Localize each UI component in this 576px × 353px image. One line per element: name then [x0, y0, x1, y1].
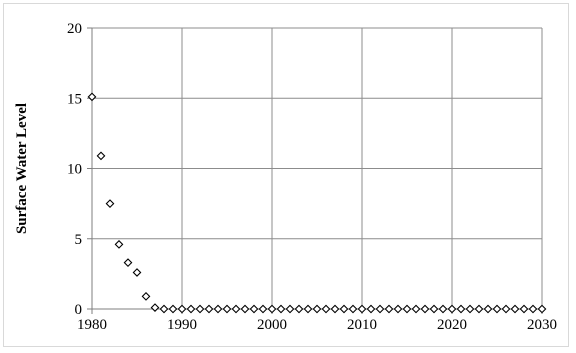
data-point — [330, 304, 340, 314]
data-point — [231, 304, 241, 314]
data-point — [411, 304, 421, 314]
data-point — [150, 303, 160, 312]
data-point — [204, 304, 214, 314]
data-point — [438, 304, 448, 314]
y-tick-label: 0 — [75, 302, 83, 318]
data-point — [420, 304, 430, 314]
grid — [92, 27, 543, 309]
data-point — [357, 304, 367, 314]
axes — [87, 27, 543, 314]
data-point — [213, 304, 223, 314]
data-point — [321, 304, 331, 314]
data-point — [105, 199, 115, 209]
x-tick-label: 1980 — [77, 317, 107, 333]
data-point — [195, 304, 205, 314]
data-point — [375, 304, 385, 314]
data-point — [285, 304, 295, 314]
data-point — [96, 151, 106, 161]
data-point — [402, 304, 412, 314]
data-point — [429, 304, 439, 314]
data-point — [474, 304, 484, 314]
data-point — [294, 304, 304, 314]
data-point — [312, 304, 322, 314]
data-point — [528, 304, 538, 314]
data-point — [339, 304, 349, 314]
data-point — [366, 304, 376, 314]
data-point — [465, 304, 475, 314]
data-point — [393, 304, 403, 314]
y-tick-label: 5 — [75, 232, 83, 248]
data-point — [348, 304, 358, 314]
data-point — [87, 92, 97, 102]
data-point — [501, 304, 511, 314]
x-tick-label: 2000 — [257, 317, 287, 333]
x-tick-label: 2020 — [437, 317, 467, 333]
data-points — [87, 92, 547, 314]
tick-labels: 0 5 10 15 20 1980 1990 2000 2010 2020 2030 — [67, 21, 557, 333]
data-point — [132, 268, 142, 277]
data-point — [537, 304, 547, 314]
chart-frame: 0 5 10 15 20 1980 1990 2000 2010 2020 2030 Surface… — [3, 3, 569, 347]
x-tick-label: 2030 — [527, 317, 557, 333]
data-point — [168, 304, 178, 314]
data-point — [492, 304, 502, 314]
data-point — [177, 304, 187, 314]
data-point — [222, 304, 232, 314]
data-point — [141, 291, 151, 301]
scatter-chart: 0 5 10 15 20 1980 1990 2000 2010 2020 2030 Surface… — [14, 21, 557, 333]
data-point — [249, 304, 259, 314]
data-point — [276, 304, 286, 314]
data-point — [114, 239, 124, 249]
x-tick-label: 2010 — [347, 317, 377, 333]
data-point — [258, 304, 268, 314]
data-point — [240, 304, 250, 314]
y-tick-label: 15 — [67, 91, 82, 107]
data-point — [456, 304, 466, 314]
data-point — [447, 304, 457, 314]
data-point — [186, 304, 196, 314]
data-point — [123, 258, 133, 268]
data-point — [303, 304, 313, 314]
data-point — [510, 304, 520, 314]
x-tick-label: 1990 — [167, 317, 197, 333]
data-point — [384, 304, 394, 314]
data-point — [483, 304, 493, 314]
data-point — [267, 304, 277, 314]
y-tick-label: 10 — [67, 162, 82, 178]
data-point — [159, 304, 169, 314]
y-tick-label: 20 — [67, 21, 82, 37]
y-axis-title: Surface Water Level — [14, 103, 30, 234]
data-point — [519, 304, 529, 314]
